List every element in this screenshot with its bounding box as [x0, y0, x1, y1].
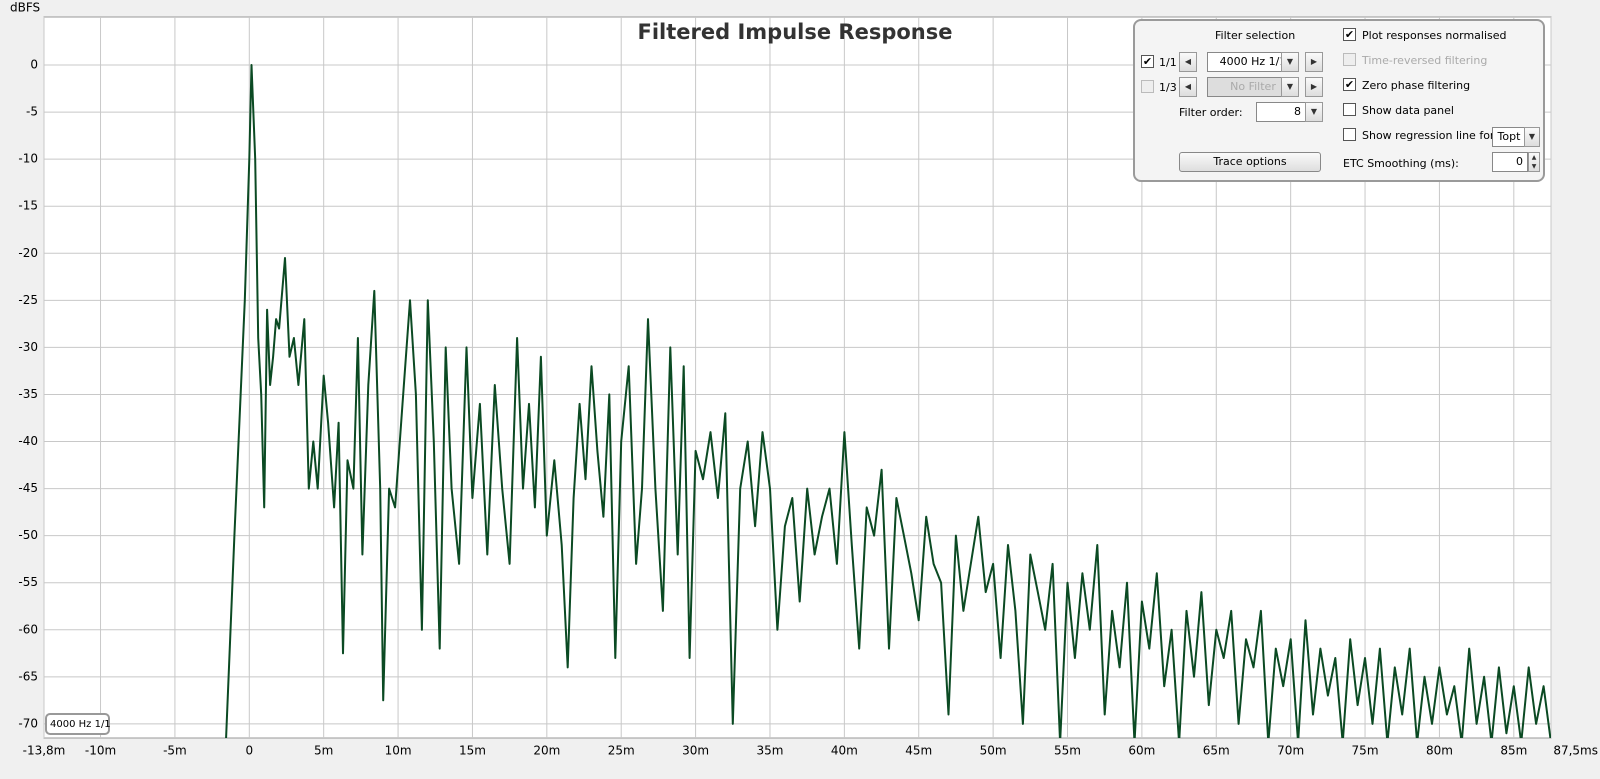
checkbox[interactable]: [1343, 128, 1356, 141]
checkbox-label: 1/1: [1159, 56, 1177, 69]
dropdown-arrow[interactable]: ▼: [1524, 127, 1540, 147]
x-tick-label: 45m: [905, 744, 932, 758]
y-tick-label: -5: [26, 105, 38, 119]
y-tick-label: -40: [18, 434, 38, 448]
y-tick-label: -20: [18, 246, 38, 260]
y-axis-label: dBFS: [10, 1, 40, 15]
x-tick-label: 10m: [385, 744, 412, 758]
dropdown-value: Topt: [1497, 130, 1521, 143]
checkbox[interactable]: [1141, 80, 1154, 93]
y-tick-label: 0: [30, 58, 38, 72]
checkbox-label: 1/3: [1159, 81, 1177, 94]
x-tick-label: -5m: [163, 744, 187, 758]
x-tick-label: 30m: [682, 744, 709, 758]
regression-dropdown[interactable]: Topt: [1492, 127, 1526, 147]
x-tick-label: 87,5ms: [1553, 744, 1598, 758]
checkbox-label: Show data panel: [1362, 104, 1454, 117]
x-tick-label: 20m: [533, 744, 560, 758]
next-button[interactable]: ▶: [1305, 77, 1323, 97]
checkbox-label: Time-reversed filtering: [1362, 54, 1488, 67]
x-tick-label: 50m: [980, 744, 1007, 758]
x-tick-label: 15m: [459, 744, 486, 758]
data-line: [225, 64, 1551, 738]
filter-order-field[interactable]: 8: [1256, 102, 1306, 122]
etc-value: 0: [1516, 155, 1523, 168]
y-tick-label: -55: [18, 575, 38, 589]
y-tick-label: -45: [18, 481, 38, 495]
x-tick-label: 35m: [756, 744, 783, 758]
x-tick-label: 80m: [1426, 744, 1453, 758]
etc-label: ETC Smoothing (ms):: [1343, 157, 1459, 170]
dropdown-arrow[interactable]: ▼: [1281, 52, 1299, 72]
dropdown-arrow[interactable]: ▼: [1305, 102, 1323, 122]
y-tick-label: -30: [18, 340, 38, 354]
filter-selection-label: Filter selection: [1215, 29, 1296, 42]
y-tick-label: -50: [18, 528, 38, 542]
y-tick-label: -65: [18, 669, 38, 683]
y-tick-label: -15: [18, 199, 38, 213]
x-tick-label: 0: [245, 744, 253, 758]
x-tick-label: 70m: [1277, 744, 1304, 758]
checkbox-label: Show regression line for:: [1362, 129, 1498, 142]
x-tick-label: 65m: [1203, 744, 1230, 758]
y-tick-label: -70: [18, 716, 38, 730]
checkbox[interactable]: ✔: [1141, 55, 1154, 68]
checkbox[interactable]: ✔: [1343, 78, 1356, 91]
filter-panel: Filter selection ✔ 1/1 ◀ 4000 Hz 1/1 ▼ ▶…: [1133, 19, 1545, 182]
filter-order-value: 8: [1294, 105, 1301, 118]
x-tick-label: 75m: [1352, 744, 1379, 758]
dropdown-value: No Filter: [1230, 80, 1276, 93]
checkbox-label: Plot responses normalised: [1362, 29, 1507, 42]
legend-box: [45, 713, 110, 735]
y-tick-label: -10: [18, 152, 38, 166]
dropdown-value: 4000 Hz 1/1: [1219, 55, 1287, 68]
checkbox[interactable]: [1343, 103, 1356, 116]
prev-button[interactable]: ◀: [1179, 77, 1197, 97]
x-tick-label: 5m: [314, 744, 333, 758]
x-tick-label: 85m: [1500, 744, 1527, 758]
y-tick-label: -60: [18, 622, 38, 636]
x-tick-label: 25m: [608, 744, 635, 758]
spinner[interactable]: ▲ ▼: [1528, 152, 1540, 172]
button-label: Trace options: [1213, 155, 1287, 168]
chart-title: Filtered Impulse Response: [638, 20, 953, 44]
x-tick-label: 55m: [1054, 744, 1081, 758]
x-tick-label: 60m: [1128, 744, 1155, 758]
x-tick-label: 40m: [831, 744, 858, 758]
checkbox[interactable]: [1343, 53, 1356, 66]
y-tick-label: -35: [18, 387, 38, 401]
checkbox[interactable]: ✔: [1343, 28, 1356, 41]
filter-dropdown[interactable]: 4000 Hz 1/1: [1207, 52, 1299, 72]
checkbox-label: Zero phase filtering: [1362, 79, 1471, 92]
dropdown-arrow[interactable]: ▼: [1281, 77, 1299, 97]
prev-button[interactable]: ◀: [1179, 52, 1197, 72]
trace-options-button[interactable]: Trace options: [1179, 152, 1321, 172]
etc-field[interactable]: 0: [1492, 152, 1528, 172]
filter-dropdown[interactable]: No Filter: [1207, 77, 1299, 97]
filter-order-label: Filter order:: [1179, 106, 1243, 119]
next-button[interactable]: ▶: [1305, 52, 1323, 72]
x-tick-label: -10m: [85, 744, 116, 758]
legend-label: 4000 Hz 1/1: [50, 719, 111, 730]
y-tick-label: -25: [18, 293, 38, 307]
x-tick-label: -13,8m: [23, 744, 66, 758]
